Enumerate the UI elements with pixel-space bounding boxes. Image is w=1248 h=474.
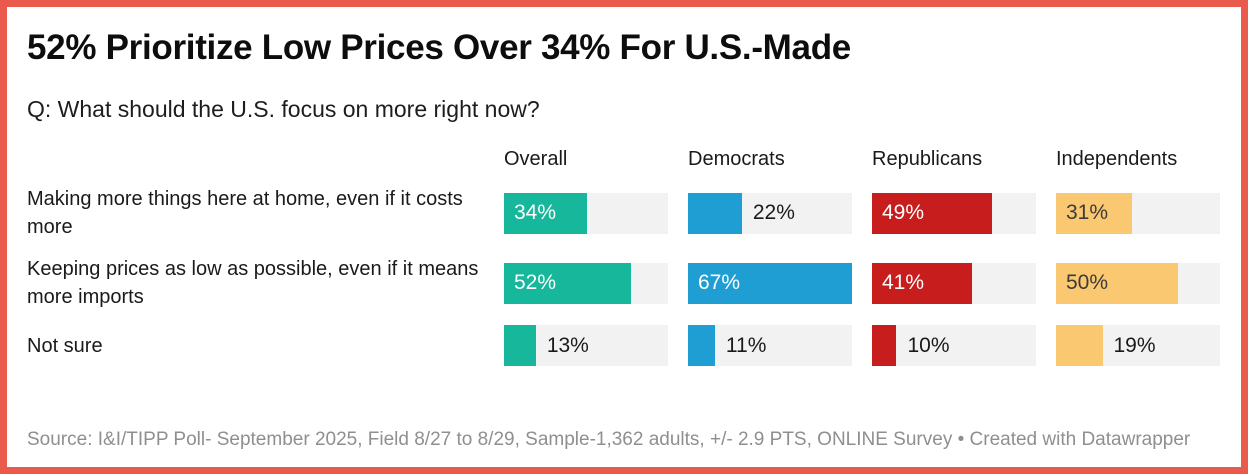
bar-track-overall: 52% <box>504 262 668 304</box>
bar-fill-republicans <box>872 192 992 234</box>
bar-fill-republicans <box>872 262 973 304</box>
bar-fill-democrats <box>688 262 852 304</box>
row-label-keeping-prices-as: Keeping prices as low as possible, even … <box>27 258 479 308</box>
column-header-democrats: Democrats <box>688 148 785 170</box>
bar-fill-overall <box>504 325 536 366</box>
bar-value-label: 52% <box>514 271 557 294</box>
bar-track-republicans: 49% <box>872 192 1036 234</box>
row-label-not-sure: Not sure <box>27 334 103 357</box>
bar-value-label: 11% <box>725 333 767 357</box>
bar-track-overall: 13% <box>504 325 668 366</box>
bar-track-independents: 31% <box>1056 192 1220 234</box>
bar-value-label: 19% <box>1113 333 1156 357</box>
row-label-making-more-things: Making more things here at home, even if… <box>27 188 463 238</box>
bar-track-republicans: 10% <box>872 325 1036 366</box>
column-header-overall: Overall <box>504 148 568 170</box>
bar-fill-overall <box>504 262 632 304</box>
chart-subtitle: Q: What should the U.S. focus on more ri… <box>27 96 540 122</box>
bar-table: Overall Democrats Republicans Independents M… <box>27 148 1221 366</box>
bar-fill-democrats <box>688 192 742 234</box>
bar-fill-republicans <box>872 325 897 366</box>
bar-track-independents: 50% <box>1056 262 1220 304</box>
bar-fill-independents <box>1056 262 1179 304</box>
bar-value-label: 41% <box>882 271 925 294</box>
chart-title: 52% Prioritize Low Prices Over 34% For U… <box>27 28 851 67</box>
column-header-independents: Independents <box>1056 148 1178 170</box>
column-header-spacer <box>27 148 484 171</box>
bar-fill-independents <box>1056 325 1103 366</box>
bar-track-overall: 34% <box>504 192 668 234</box>
bar-fill-independents <box>1056 192 1132 234</box>
bar-fill-democrats <box>688 325 715 366</box>
bar-value-label: 13% <box>546 333 589 357</box>
bar-track-independents: 19% <box>1056 325 1220 366</box>
source-note: Source: I&I/TIPP Poll- September 2025, F… <box>27 429 1191 450</box>
bar-value-label: 49% <box>882 201 925 224</box>
bar-track-democrats: 11% <box>688 325 852 366</box>
bar-track-democrats: 67% <box>688 262 852 304</box>
bar-value-label: 31% <box>1066 201 1109 224</box>
bar-track-republicans: 41% <box>872 262 1036 304</box>
bar-value-label: 10% <box>907 333 950 357</box>
bar-track-democrats: 22% <box>688 192 852 234</box>
bar-value-label: 34% <box>514 201 557 224</box>
column-header-republicans: Republicans <box>872 148 983 170</box>
bar-value-label: 50% <box>1066 271 1109 294</box>
bar-value-label: 22% <box>752 201 795 224</box>
bar-fill-overall <box>504 192 588 234</box>
bar-value-label: 67% <box>698 271 741 294</box>
